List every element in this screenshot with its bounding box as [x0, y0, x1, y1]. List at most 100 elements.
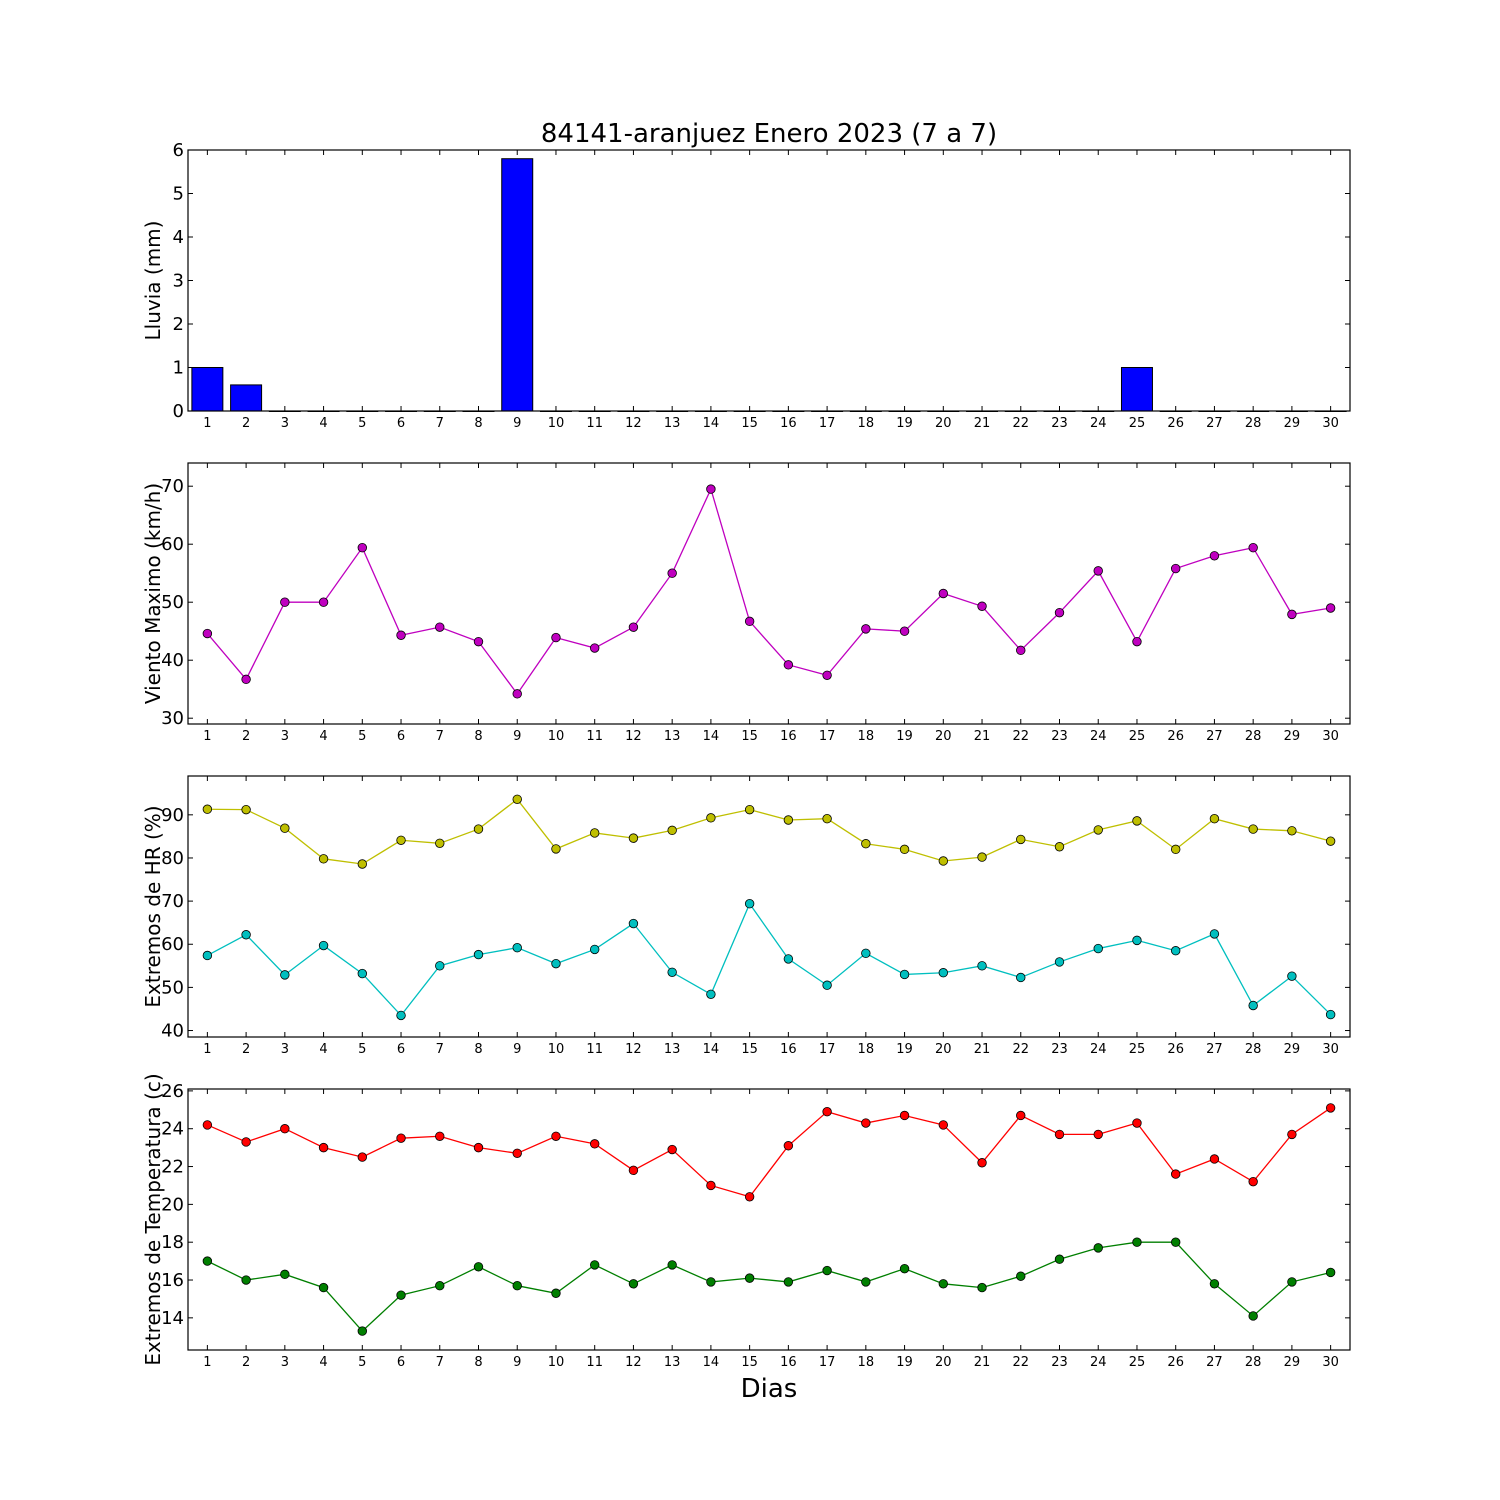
xtick-label: 22	[1012, 729, 1029, 744]
xtick-label: 26	[1167, 1042, 1184, 1057]
data-point	[435, 838, 445, 848]
xtick-label: 27	[1206, 1355, 1223, 1370]
xtick-label: 3	[281, 1355, 289, 1370]
xtick-label: 23	[1051, 1355, 1068, 1370]
data-point	[783, 1141, 794, 1151]
data-point	[822, 670, 832, 680]
data-point	[202, 804, 213, 814]
xtick-label: 4	[319, 729, 327, 744]
data-point	[706, 813, 716, 823]
ytick-label: 4	[173, 227, 184, 248]
data-point	[241, 804, 251, 815]
data-point	[280, 1269, 290, 1280]
xtick-label: 30	[1322, 1355, 1339, 1370]
chart-title: 84141-aranjuez Enero 2023 (7 a 7)	[541, 119, 997, 149]
data-point	[706, 1277, 716, 1287]
data-point	[667, 1260, 677, 1270]
xtick-label: 26	[1167, 416, 1184, 431]
ytick-label: 50	[161, 977, 184, 998]
xtick-label: 4	[319, 1355, 327, 1370]
xtick-label: 20	[935, 729, 952, 744]
data-point	[1093, 566, 1103, 576]
data-point	[977, 1158, 987, 1168]
xtick-label: 6	[397, 729, 405, 744]
data-point	[435, 1280, 445, 1291]
data-point	[202, 1256, 213, 1266]
xtick-label: 14	[703, 729, 720, 744]
data-point	[318, 597, 329, 607]
data-point	[628, 1279, 639, 1289]
xtick-label: 16	[780, 1042, 797, 1057]
data-point	[357, 1326, 368, 1336]
data-point	[357, 1152, 368, 1162]
xtick-label: 26	[1167, 729, 1184, 744]
xtick-label: 17	[819, 1042, 836, 1057]
xtick-label: 3	[281, 1042, 289, 1057]
data-point	[1325, 1267, 1336, 1278]
data-point	[861, 839, 871, 849]
data-point	[744, 1273, 755, 1283]
data-point	[551, 1288, 561, 1298]
xtick-label: 11	[586, 416, 603, 431]
data-point	[512, 1280, 522, 1291]
xtick-label: 23	[1051, 1042, 1068, 1057]
data-point	[241, 930, 251, 940]
xtick-label: 1	[203, 1355, 211, 1370]
data-point	[628, 1165, 639, 1176]
xtick-label: 30	[1322, 416, 1339, 431]
data-point	[706, 484, 716, 494]
xtick-label: 10	[548, 1042, 565, 1057]
data-point	[1132, 1118, 1142, 1128]
data-point	[783, 660, 794, 670]
xtick-label: 13	[664, 1042, 681, 1057]
xtick-label: 8	[474, 729, 482, 744]
xtick-label: 8	[474, 1355, 482, 1370]
xtick-label: 21	[974, 1355, 991, 1370]
data-point	[861, 624, 871, 634]
data-point	[1209, 551, 1220, 561]
y-axis-label: Viento Maximo (km/h)	[141, 483, 165, 704]
xtick-label: 29	[1284, 1355, 1301, 1370]
data-point	[822, 1265, 832, 1276]
data-point	[551, 958, 561, 969]
ytick-label: 2	[173, 314, 184, 335]
xtick-label: 18	[858, 729, 875, 744]
data-point	[590, 1260, 600, 1270]
series-line-1	[207, 798, 1331, 865]
xtick-label: 14	[703, 416, 720, 431]
data-point	[473, 1262, 484, 1272]
xtick-label: 2	[242, 1042, 250, 1057]
ytick-label: 18	[161, 1232, 184, 1253]
xtick-label: 14	[703, 1355, 720, 1370]
xtick-label: 25	[1129, 1355, 1146, 1370]
xtick-label: 15	[741, 1042, 758, 1057]
data-point	[899, 844, 910, 855]
data-point	[1170, 946, 1181, 956]
series-line-1	[207, 1107, 1332, 1198]
data-point	[202, 1120, 213, 1130]
ytick-label: 5	[173, 184, 184, 205]
xtick-label: 17	[819, 1355, 836, 1370]
y-axis-label: Lluvia (mm)	[141, 221, 165, 341]
data-point	[318, 854, 329, 864]
plot-frame	[187, 1088, 1351, 1351]
xtick-label: 20	[935, 1355, 952, 1370]
xtick-label: 3	[281, 416, 289, 431]
data-point	[1016, 1271, 1026, 1281]
data-point	[1093, 1129, 1103, 1140]
data-point	[977, 601, 987, 611]
plot-frame	[187, 775, 1351, 1038]
series-line-2	[207, 902, 1332, 1017]
xtick-label: 9	[513, 729, 521, 744]
xtick-label: 7	[436, 416, 444, 431]
xtick-label: 1	[203, 729, 211, 744]
data-point	[628, 918, 639, 929]
ytick-label: 20	[161, 1194, 184, 1215]
data-point	[1054, 607, 1065, 618]
data-point	[551, 632, 561, 643]
xtick-label: 18	[858, 1042, 875, 1057]
data-point	[473, 949, 484, 960]
